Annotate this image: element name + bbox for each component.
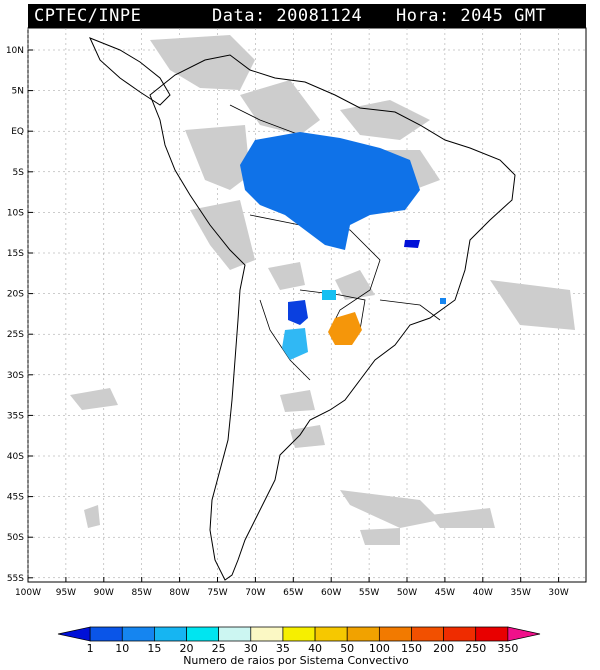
storm-cell-orange: [328, 312, 362, 345]
storm-cluster-amazon: [240, 132, 420, 250]
colorbar-swatch: [411, 626, 444, 642]
colorbar-swatch: [250, 626, 284, 642]
lon-label: 60W: [321, 588, 341, 598]
lat-label: 30S: [7, 371, 24, 381]
lon-label: 100W: [15, 588, 41, 598]
longitude-labels: 100W 95W 90W 85W 80W 75W 70W 65W 60W 55W 50W 45W 40W…: [15, 588, 569, 598]
colorbar-level-label: 35: [276, 642, 290, 655]
colorbar-level-label: 150: [401, 642, 422, 655]
lat-label: EQ: [11, 127, 24, 137]
lon-label: 85W: [132, 588, 152, 598]
colorbar-level-label: 25: [212, 642, 226, 655]
colorbar-swatch: [121, 626, 155, 642]
lon-label: 50W: [397, 588, 417, 598]
colorbar-swatch: [475, 626, 509, 642]
colorbar-swatch: [507, 626, 541, 642]
lon-label: 65W: [283, 588, 303, 598]
colorbar-level-label: 350: [497, 642, 518, 655]
lon-label: 45W: [435, 588, 455, 598]
central-america-outline: [89, 37, 171, 106]
colorbar-swatch: [443, 626, 477, 642]
colorbar-level-label: 1: [87, 642, 94, 655]
colorbar-swatch: [346, 626, 380, 642]
colorbar-swatch: [314, 626, 348, 642]
lat-label: 50S: [7, 533, 24, 543]
lat-label: 5S: [13, 168, 25, 178]
lon-label: 55W: [359, 588, 379, 598]
colorbar-swatch: [378, 626, 412, 642]
lon-label: 95W: [56, 588, 76, 598]
lon-label: 40W: [473, 588, 493, 598]
colorbar-swatch: [186, 626, 220, 642]
title-bar: CPTEC/INPE Data: 20081124 Hora: 2045 GMT: [28, 4, 586, 28]
colorbar-level-label: 100: [369, 642, 390, 655]
colorbar-level-label: 40: [308, 642, 322, 655]
colorbar-swatch: [57, 626, 91, 642]
lat-label: 45S: [7, 493, 24, 503]
lat-label: 20S: [7, 290, 24, 300]
lat-label: 5N: [12, 87, 24, 97]
storm-cell-bolivia: [288, 300, 308, 325]
source-label: CPTEC/INPE: [34, 6, 142, 26]
convective-systems: [240, 132, 446, 360]
lat-label: 10N: [6, 46, 24, 56]
lat-lon-grid: [27, 28, 586, 582]
lon-label: 75W: [207, 588, 227, 598]
colorbar-level-label: 250: [465, 642, 486, 655]
colorbar-swatch: [89, 626, 123, 642]
colorbar-level-label: 20: [180, 642, 194, 655]
storm-cell-paraguay: [322, 290, 336, 300]
storm-cell-argentina: [282, 328, 308, 360]
lon-label: 90W: [94, 588, 114, 598]
colorbar-level-label: 10: [115, 642, 129, 655]
lat-label: 10S: [7, 208, 24, 218]
storm-cell-small: [440, 298, 446, 304]
latitude-labels: 10N 5N EQ 5S 10S 15S 20S 25S 30S 35S 40S 45S 50S 55S: [6, 46, 24, 584]
lat-label: 40S: [7, 452, 24, 462]
colorbar-title: Numero de raios por Sistema Convectivo: [183, 654, 409, 667]
date-label: Data: 20081124: [212, 6, 363, 26]
colorbar-level-label: 200: [433, 642, 454, 655]
lat-label: 15S: [7, 249, 24, 259]
storm-cell-brazil: [404, 240, 420, 248]
lon-label: 30W: [548, 588, 568, 598]
colorbar: 1 10 15 20 25 30 35 40 50 100 150 200 250 350: [57, 626, 541, 655]
colorbar-level-label: 30: [244, 642, 258, 655]
colorbar-swatch: [154, 626, 187, 642]
colorbar-level-label: 50: [340, 642, 354, 655]
lat-label: 25S: [7, 330, 24, 340]
lon-label: 70W: [245, 588, 265, 598]
time-label: Hora: 2045 GMT: [396, 6, 547, 26]
colorbar-swatch: [218, 626, 252, 642]
cloud-cover: [70, 35, 575, 545]
colorbar-level-label: 15: [147, 642, 161, 655]
lat-label: 55S: [7, 574, 24, 584]
lat-label: 35S: [7, 411, 24, 421]
colorbar-swatch: [282, 626, 316, 642]
lon-label: 35W: [511, 588, 531, 598]
lon-label: 80W: [169, 588, 189, 598]
continent-outline: [149, 54, 516, 581]
